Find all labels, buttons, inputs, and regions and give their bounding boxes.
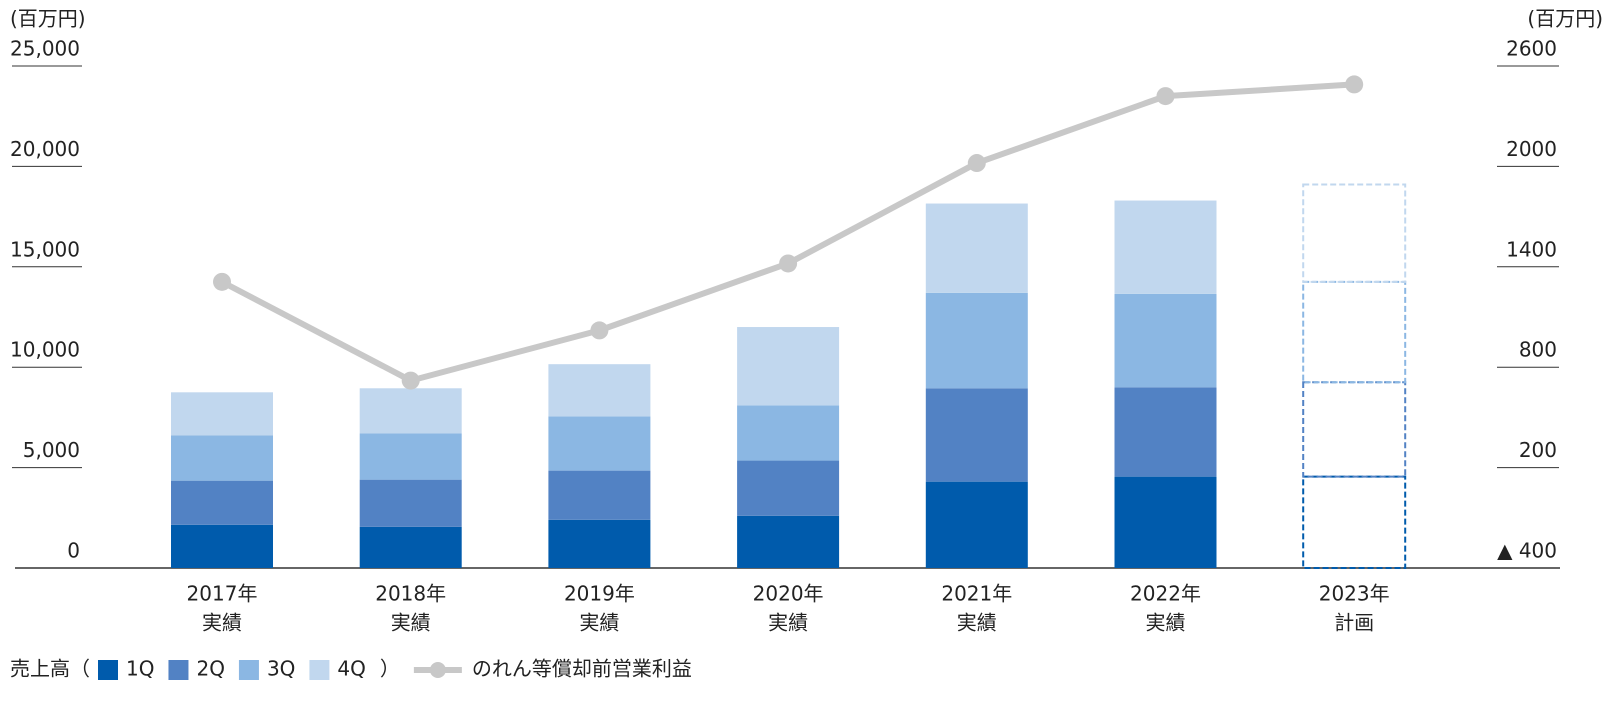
- bar: [737, 515, 840, 568]
- legend-prefix: 売上高（: [10, 657, 90, 681]
- x-tick-label: 2021年: [941, 582, 1012, 606]
- x-tick-sublabel: 計画: [1334, 611, 1374, 635]
- y2-tick-label: 2000: [1506, 137, 1557, 161]
- bar: [1302, 280, 1407, 384]
- legend-suffix: ）: [380, 657, 400, 681]
- x-tick-sublabel: 実績: [391, 611, 431, 635]
- legend-swatch: [168, 660, 189, 680]
- line-marker: [590, 321, 609, 340]
- legend-label: 4Q: [337, 657, 365, 681]
- bar: [171, 392, 273, 436]
- y-tick-label: 15,000: [10, 237, 80, 261]
- y2-tick-label: 200: [1519, 438, 1557, 462]
- y-tick-label: 25,000: [10, 37, 80, 61]
- bar: [548, 519, 651, 568]
- x-tick-sublabel: 実績: [768, 611, 808, 635]
- bar: [171, 435, 273, 481]
- x-tick-sublabel: 実績: [202, 611, 242, 635]
- legend-label: 1Q: [126, 657, 154, 681]
- bar: [925, 203, 1028, 293]
- bar: [925, 388, 1028, 482]
- legend-marker: [429, 662, 446, 678]
- legend-swatch: [309, 660, 330, 680]
- legend-label: 2Q: [196, 657, 224, 681]
- bar: [359, 388, 462, 434]
- line-marker: [213, 272, 231, 291]
- bar: [1302, 183, 1407, 283]
- x-tick-label: 2018年: [375, 582, 446, 606]
- x-tick-label: 2020年: [753, 582, 824, 606]
- y2-tick-label: 1400: [1506, 237, 1557, 261]
- bar: [737, 405, 840, 461]
- bar: [925, 481, 1028, 568]
- legend-swatch: [98, 660, 118, 680]
- bar: [925, 292, 1028, 389]
- x-tick-label: 2017年: [187, 582, 258, 606]
- line-marker: [401, 371, 420, 390]
- y2-unit-label: (百万円): [1527, 7, 1603, 31]
- bar: [171, 480, 273, 525]
- bar: [359, 433, 462, 480]
- bar: [548, 470, 651, 520]
- bar: [359, 479, 462, 527]
- y2-tick-label: ▲ 400: [1497, 539, 1557, 563]
- x-tick-sublabel: 実績: [579, 611, 619, 635]
- legend-swatch: [238, 660, 259, 680]
- x-tick-sublabel: 実績: [957, 611, 997, 635]
- x-tick-sublabel: 実績: [1146, 611, 1186, 635]
- bar: [737, 327, 840, 406]
- x-tick-label: 2022年: [1130, 582, 1201, 606]
- line-marker: [779, 254, 798, 273]
- bar: [1114, 387, 1217, 477]
- line-marker: [1156, 87, 1175, 106]
- bar: [1114, 476, 1217, 568]
- bar: [1302, 475, 1407, 569]
- bar: [1114, 293, 1217, 388]
- x-tick-label: 2023年: [1319, 582, 1390, 606]
- y2-tick-label: 2600: [1506, 37, 1557, 61]
- legend-label: 3Q: [267, 657, 295, 681]
- y2-tick-label: 800: [1519, 338, 1557, 362]
- legend-label: のれん等償却前営業利益: [472, 657, 692, 681]
- line-marker: [967, 154, 986, 173]
- bar: [1114, 200, 1217, 294]
- bar: [1302, 381, 1407, 478]
- y-unit-label: (百万円): [10, 7, 86, 31]
- y-tick-label: 0: [67, 539, 80, 563]
- y-tick-label: 10,000: [10, 338, 80, 362]
- line-marker: [1345, 75, 1364, 94]
- y-tick-label: 20,000: [10, 137, 80, 161]
- bar: [737, 460, 840, 516]
- bar: [548, 364, 651, 417]
- bar: [548, 416, 651, 471]
- x-tick-label: 2019年: [564, 582, 635, 606]
- y-tick-label: 5,000: [23, 438, 80, 462]
- bar: [359, 526, 462, 568]
- bar: [171, 524, 273, 568]
